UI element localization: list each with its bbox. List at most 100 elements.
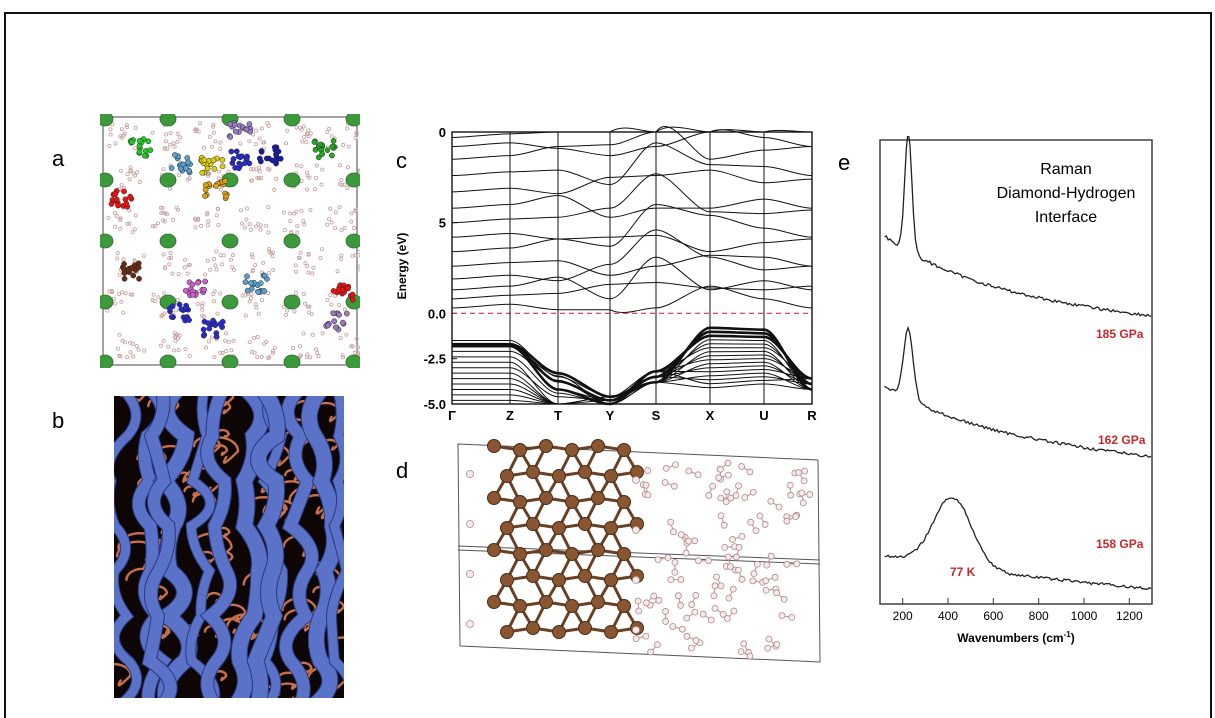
cluster-atom (172, 152, 178, 158)
hydrogen-atom (732, 492, 740, 499)
cluster-atom (201, 157, 208, 164)
hydrogen-dot (175, 139, 180, 144)
hydrogen-dot (345, 126, 350, 131)
raman-title-line-2: Diamond-Hydrogen (997, 185, 1136, 202)
hydrogen-dot (247, 339, 252, 344)
hydrogen-dot (301, 124, 306, 129)
hydrogen-dot (244, 206, 249, 211)
hydrogen-dot (137, 179, 142, 184)
hydrogen-atom (710, 592, 718, 600)
hydrogen-dot (176, 336, 181, 341)
hydrogen-dot (285, 308, 290, 313)
cluster-atom (127, 193, 134, 200)
hydrogen-dot (220, 351, 225, 356)
hydrogen-dot (198, 121, 203, 126)
hydrogen-dot (214, 267, 219, 272)
hydrogen-dot (249, 350, 254, 355)
hydrogen-dot (128, 292, 133, 297)
hydrogen-dot (125, 125, 130, 130)
cluster-atom (202, 193, 208, 199)
green-blob (345, 172, 360, 188)
hydrogen-dot (107, 289, 112, 294)
hydrogen-atom (715, 474, 723, 482)
cluster-atom (130, 272, 137, 279)
band-xtick-label: T (554, 408, 562, 423)
hydrogen-dot (298, 250, 303, 255)
hydrogen-dot (335, 269, 340, 274)
hydrogen-dot (302, 222, 307, 227)
hydrogen-atom (764, 644, 772, 652)
hydrogen-dot (113, 141, 118, 146)
hydrogen-dot (118, 216, 123, 221)
hydrogen-dot (344, 332, 349, 337)
hydrogen-dot (161, 338, 166, 343)
hydrogen-dot (207, 134, 212, 139)
hydrogen-dot (253, 128, 258, 133)
raman-xtick-label: 1200 (1116, 609, 1143, 623)
copper-strand (114, 662, 132, 687)
cluster-atom (113, 196, 120, 203)
hydrogen-atom (688, 601, 696, 608)
hydrogen-dot (354, 336, 359, 341)
hydrogen-dot (301, 219, 306, 224)
hydrogen-atom (644, 467, 652, 474)
cluster-atom (213, 183, 219, 189)
raman-title-line-3: Interface (1035, 209, 1097, 226)
hydrogen-atom (746, 468, 754, 476)
hydrogen-dot (195, 301, 200, 306)
hydrogen-dot (128, 350, 133, 355)
hydrogen-atom (672, 461, 679, 469)
carbon-atom (526, 621, 540, 635)
carbon-atom (591, 491, 605, 505)
hydrogen-dot (306, 251, 311, 256)
hydrogen-atom (780, 595, 788, 603)
hydrogen-dot (108, 132, 113, 137)
blue-tube (279, 396, 318, 698)
hydrogen-dot (304, 355, 309, 360)
hydrogen-atom (788, 613, 796, 621)
cluster-atom (176, 301, 183, 308)
hydrogen-dot (307, 304, 312, 309)
hydrogen-dot (285, 128, 290, 133)
carbon-atom (539, 491, 553, 505)
hydrogen-dot (256, 311, 261, 316)
hydrogen-dot (165, 146, 170, 151)
carbon-atom (513, 547, 527, 561)
green-blob (283, 354, 301, 368)
hydrogen-dot (117, 272, 122, 277)
hydrogen-dot (252, 335, 257, 340)
carbon-atom (604, 469, 618, 483)
hydrogen-dot (288, 211, 293, 216)
terminating-hydrogen (632, 626, 640, 634)
hydrogen-dot (166, 344, 171, 349)
hydrogen-dot (220, 262, 225, 267)
terminating-hydrogen (632, 526, 640, 534)
hydrogen-dot (254, 305, 259, 310)
hydrogen-dot (293, 263, 298, 268)
hydrogen-atom (717, 494, 725, 502)
cluster-atom (233, 148, 240, 155)
conduction-band (451, 129, 813, 157)
hydrogen-dot (258, 223, 263, 228)
hydrogen-dot (204, 212, 209, 217)
green-blob (100, 294, 114, 310)
hydrogen-dot (205, 223, 210, 228)
carbon-atom (539, 595, 553, 609)
hydrogen-dot (254, 224, 259, 229)
hydrogen-dot (171, 141, 176, 146)
green-blob (100, 172, 114, 188)
carbon-atom (617, 443, 631, 457)
hydrogen-atom (719, 610, 727, 618)
hydrogen-dot (115, 251, 120, 256)
green-blob (159, 233, 177, 249)
panel-a-simulation-image (100, 114, 360, 368)
hydrogen-atom (786, 481, 794, 489)
hydrogen-dot (248, 296, 253, 301)
raman-curve-158-gpa (884, 497, 1152, 590)
hydrogen-dot (109, 289, 114, 294)
hydrogen-dot (168, 142, 173, 147)
conduction-band (451, 282, 813, 300)
hydrogen-atom (735, 544, 743, 551)
hydrogen-dot (218, 146, 223, 151)
hydrogen-atom (783, 560, 791, 568)
